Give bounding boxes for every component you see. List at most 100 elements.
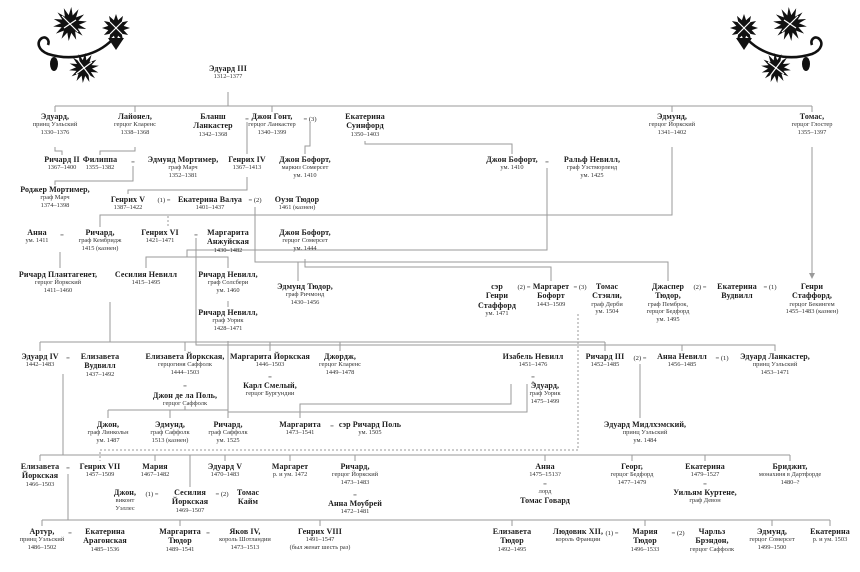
person-node-49: Ричард, граф Саффолк ум. 1525	[208, 420, 247, 445]
person-detail: ум. 1484	[633, 436, 657, 444]
person-detail: герцог Бургундии	[245, 390, 295, 398]
person-detail: ум. 1471	[485, 310, 509, 318]
person-detail: 1470–1483	[210, 471, 240, 479]
marriage-marker-3: =	[545, 159, 549, 166]
person-detail: 1477–1479	[617, 478, 647, 486]
person-node-67: Уильям Куртене, граф Девон	[673, 488, 736, 505]
ornament-shape	[802, 57, 810, 71]
person-node-32: Джаспер Тюдор, граф Пемброк, герцог Бедфорд…	[647, 282, 690, 324]
person-detail: герцог Кларенс	[319, 361, 361, 369]
person-detail: ум. 1411	[25, 237, 49, 245]
person-node-26: Ричард Невилл, граф Солсбери ум. 1460	[198, 270, 257, 295]
person-detail: принц Уэльский	[19, 536, 65, 544]
person-name: Кайм	[237, 497, 259, 507]
person-name: Маргарита	[207, 228, 249, 237]
person-detail: граф Уорик	[529, 390, 561, 398]
marriage-marker-26: =	[206, 530, 210, 537]
person-detail: 1456–1485	[667, 361, 697, 369]
person-name: Тюдор	[168, 536, 192, 546]
person-node-19: Анна ум. 1411	[26, 228, 49, 245]
person-detail: 1446–1503	[255, 361, 285, 369]
person-detail: 1421–1471	[145, 237, 175, 245]
person-name: сэр	[491, 282, 503, 291]
person-detail: 1352–1381	[168, 171, 198, 179]
person-detail: 1480–?	[780, 478, 800, 486]
descent-line	[254, 207, 669, 281]
person-name: Эдуард Мидлхэмский,	[603, 420, 687, 429]
person-name: Мария	[632, 527, 658, 536]
marriage-marker-24: =	[703, 481, 707, 488]
person-node-71: Маргарита Тюдор 1489–1541	[159, 527, 201, 553]
descent-line	[54, 166, 134, 185]
person-name: Йоркская	[171, 497, 209, 507]
person-node-34: Генри Стаффорд, герцог Бекингем 1455–1483 (…	[786, 282, 839, 316]
person-node-75: Людовик XII, король Франции	[553, 527, 603, 544]
person-name: Эдуард Ланкастер,	[740, 352, 810, 361]
person-node-45: Анна Невилл 1456–1485	[657, 352, 707, 369]
person-name: Джон,	[113, 488, 137, 497]
marriage-marker-0: =	[245, 116, 249, 123]
person-name: Екатерина	[717, 282, 757, 291]
person-node-62: Томас Кайм	[237, 488, 259, 507]
person-name: Брэндон,	[695, 536, 729, 546]
person-name: Ричард Невилл,	[198, 308, 258, 317]
person-node-50: Маргарита 1473–1541	[279, 420, 321, 437]
person-name: Томас	[595, 282, 619, 291]
person-detail: принц Уэльский	[752, 361, 798, 369]
person-node-40: Карл Смелый, герцог Бургундии	[243, 381, 297, 398]
person-name: Маргарет	[532, 282, 570, 291]
person-node-59: Анна Моубрей 1472–1481	[328, 499, 382, 516]
person-detail: (был женат шесть раз)	[289, 543, 351, 551]
person-node-63: Анна 1475–1513?	[529, 462, 561, 479]
person-name: Джон Бофорт,	[279, 228, 331, 237]
person-node-55: Мария 1467–1482	[141, 462, 170, 479]
person-name: Томас	[236, 488, 260, 497]
person-name: Ричард,	[213, 420, 243, 429]
person-name: Ричард II	[44, 155, 80, 164]
person-detail: маркиз Сомерсет	[281, 164, 329, 172]
person-detail: 1486–1502	[27, 543, 57, 551]
person-node-57: Маргарет р. и ум. 1472	[272, 462, 308, 479]
person-node-70: Екатерина Арагонская 1485–1536	[83, 527, 127, 553]
person-detail: граф Марч	[40, 194, 70, 202]
person-name: Джаспер	[651, 282, 685, 291]
person-detail: лорд	[538, 488, 552, 495]
person-name: Ланкастер	[193, 121, 233, 131]
ornament-shape	[50, 57, 58, 71]
person-detail: 1485–1536	[90, 545, 120, 553]
person-node-52: Эдуард Мидлхэмский, принц Уэльский ум. 148…	[604, 420, 686, 445]
person-name: Йоркская	[21, 471, 59, 481]
person-node-48: Эдмунд, граф Саффолк 1513 (казнен)	[150, 420, 189, 445]
descent-line	[99, 147, 136, 155]
person-name: Джон,	[96, 420, 120, 429]
person-detail: 1428–1471	[213, 324, 243, 332]
person-name: Джордж,	[323, 352, 356, 361]
person-detail: 1475–1513?	[529, 471, 561, 479]
person-node-25: Сесилия Невилл 1415–1495	[115, 270, 177, 287]
marriage-marker-2: =	[131, 159, 135, 166]
person-name: Анна	[535, 462, 555, 471]
person-name: Эдуард,	[530, 381, 560, 390]
person-detail: 1350–1403	[350, 130, 380, 138]
person-name: Яков IV,	[229, 527, 261, 536]
person-detail: монахиня в Дартфорде	[758, 471, 822, 479]
person-name: Анна Моубрей	[328, 499, 382, 508]
person-detail: 1340–1399	[257, 128, 287, 136]
person-detail: ум. 1525	[216, 436, 240, 444]
person-name: Чарльз	[698, 527, 726, 536]
person-node-12: Джон Бофорт, маркиз Сомерсет ум. 1410	[279, 155, 330, 180]
person-detail: король Шотландии	[219, 536, 271, 544]
person-detail: герцог Глостер	[791, 121, 833, 129]
person-name: Анжуйская	[206, 237, 250, 247]
person-node-2: Лайонел, герцог Кларенс 1338–1368	[114, 112, 156, 137]
person-name: Елизавета	[492, 527, 532, 536]
person-detail: герцогиня Саффолк	[158, 361, 212, 369]
person-name: Ральф Невилл,	[563, 155, 621, 164]
person-node-72: Яков IV, король Шотландии 1473–1513	[219, 527, 271, 552]
person-detail: герцог Йоркский	[331, 471, 379, 479]
marriage-marker-15: =	[531, 374, 535, 381]
person-name: Генрих VI	[141, 228, 179, 237]
person-node-35: Эдуард IV 1442–1483	[21, 352, 58, 369]
person-name: Эдмунд Тюдор,	[277, 282, 333, 291]
person-name: Джон Бофорт,	[486, 155, 538, 164]
